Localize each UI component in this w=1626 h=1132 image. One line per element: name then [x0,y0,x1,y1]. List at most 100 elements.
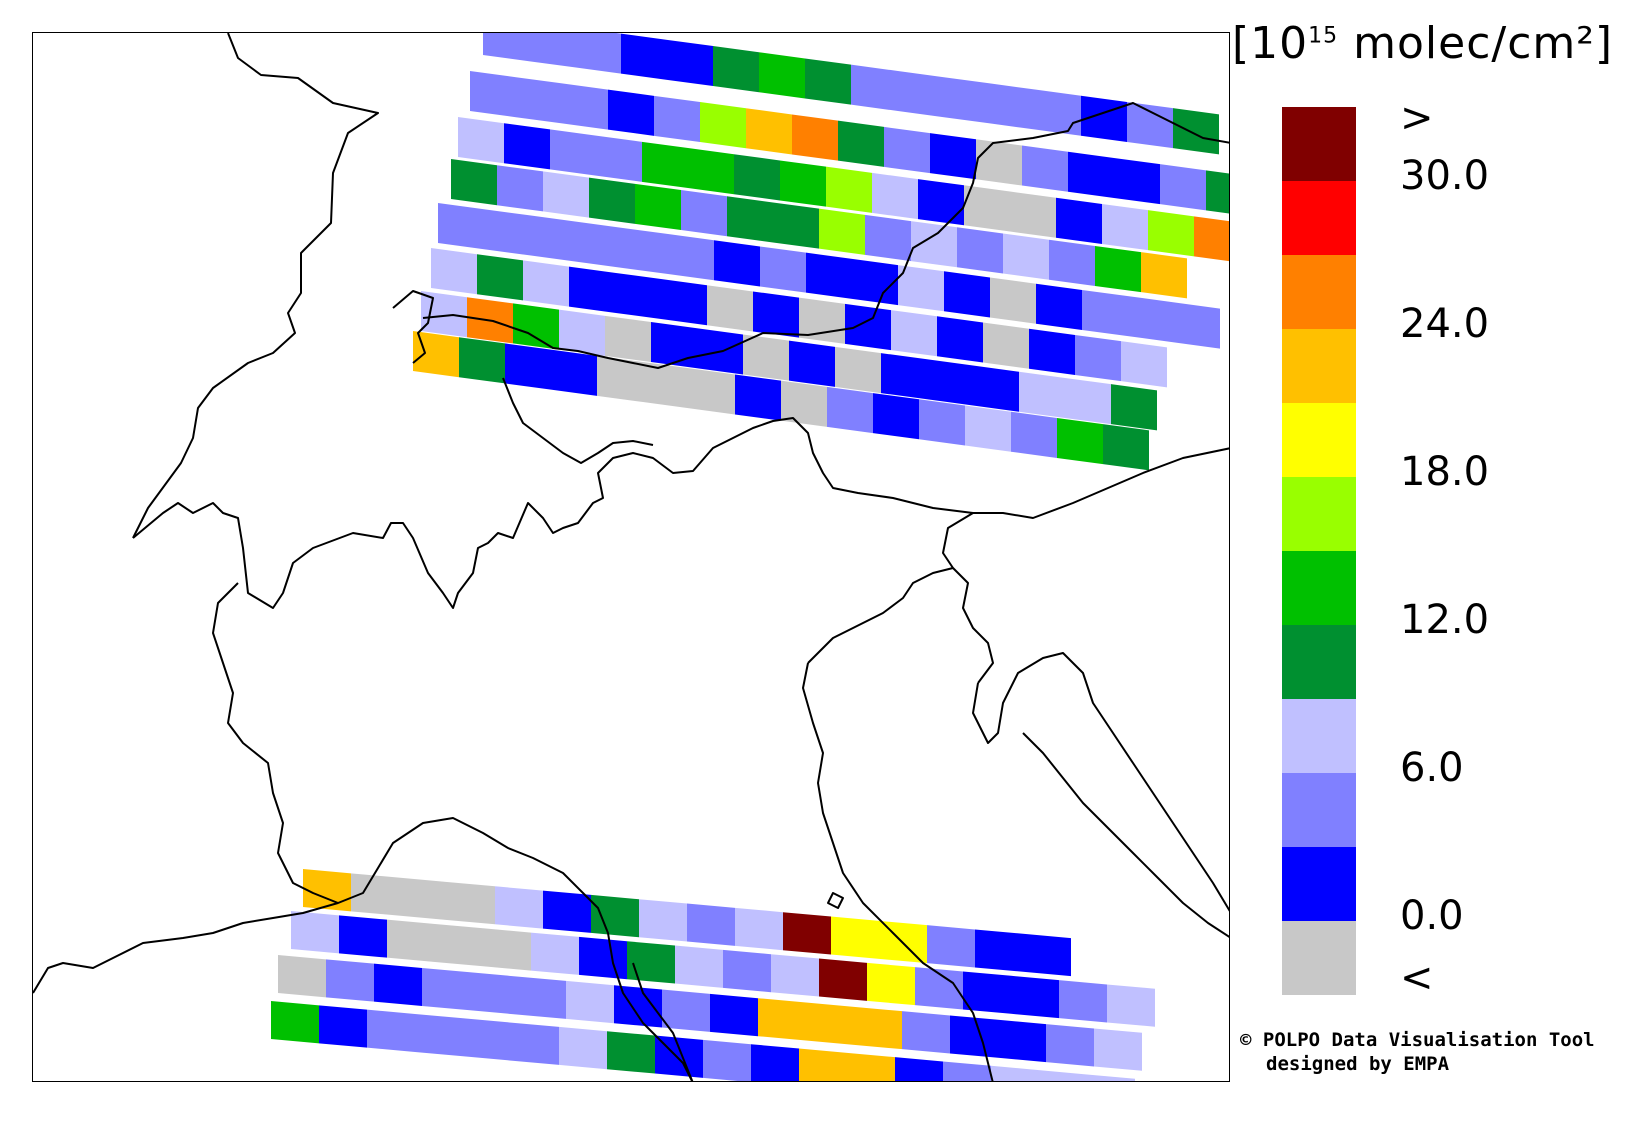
swath-pixel [1094,1028,1142,1071]
swath-pixel [723,949,771,993]
swath-pixel [589,177,635,224]
swath-pixel [1141,252,1187,299]
swath-pixel [523,260,569,307]
swath-pixel [1003,233,1049,280]
colorbar-swatch [1282,699,1356,773]
swath-pixel [911,221,957,268]
swath-pixel [1010,191,1056,238]
credit-line-1: © POLPO Data Visualisation Tool [1240,1029,1595,1051]
swath-pixel [562,83,608,130]
swath-pixel [944,271,990,318]
swath-pixel [703,1039,751,1081]
swath-pixel [1057,417,1103,465]
swath-pixel [1206,170,1229,214]
swath-pixel [654,95,700,143]
colorbar-swatch [1282,107,1356,181]
swath-pixel [727,196,773,243]
swath-pixel [1082,289,1128,337]
swath-pixel [687,903,735,946]
swath-pixel [421,291,467,338]
swath-pixel [608,89,654,136]
swath-pixel [435,923,483,967]
swath-pixel [867,962,915,1006]
swath-pixel [504,123,550,170]
swath-pixel [799,1048,847,1081]
swath-pixel [897,70,943,118]
swath-pixel [852,258,898,306]
swath-pixel [783,912,831,955]
swath-pixel [662,989,710,1032]
swath-pixel [374,963,422,1006]
swath-pixel [838,120,884,167]
colorbar-tick-label: 12.0 [1400,597,1490,643]
swath-pixel [1081,95,1127,142]
swath-pixel [543,890,591,933]
colorbar-swatch [1282,403,1356,477]
swath-pixel [1102,203,1148,251]
swath-pixel [463,1018,511,1061]
swath-pixel [415,1013,463,1057]
swath-pixel [884,126,930,174]
swath-pixel [845,303,891,351]
swath-pixel [291,911,339,954]
swath-pixel [643,362,689,409]
swath-pixel [483,928,531,971]
swath-pixel [1075,334,1121,382]
swath-pixel [1065,377,1111,425]
swath-pixel [531,932,579,975]
swath-pixel [622,227,668,275]
swath-pixel [559,1026,607,1070]
swath-pixel [898,265,944,312]
swath-pixel [1148,210,1194,257]
swath-pixel [367,1009,415,1052]
swath-pixel [477,254,523,301]
swath-pixel [615,272,661,320]
swath-pixel [1022,145,1068,192]
swath-pixel [575,33,621,74]
swath-pixel [458,117,504,164]
swath-pixel [1036,283,1082,330]
swath-pixel [1173,108,1219,155]
swath-pixel [789,340,835,387]
swath-pixel [596,135,642,182]
swath-pixel [1103,424,1149,471]
swath-pixel [1059,980,1107,1023]
swath-pixel [964,185,1010,232]
swath-pixel [734,154,780,201]
swath-pixel [973,365,1019,412]
swath-pixel [1128,296,1174,343]
swath-pixel [758,998,806,1041]
swath-pixel [819,208,865,255]
swath-pixel [566,980,614,1024]
swath-pixel [1039,1070,1087,1081]
swath-pixel [326,959,374,1002]
swath-pixel [1114,157,1160,205]
credit-line-2: designed by EMPA [1266,1053,1450,1075]
swath-pixel [700,102,746,149]
swath-pixel [1011,975,1059,1019]
swath-pixel [483,33,529,62]
swath-pixel [459,337,505,384]
swath-pixel [1023,933,1071,977]
colorbar-tick-label: 0.0 [1400,893,1464,939]
swath-pixel [919,399,965,446]
swath-pixel [470,71,516,118]
swath-pixel [1029,328,1075,375]
swath-pixel [1121,341,1167,388]
colorbar-tick-label: 6.0 [1400,745,1464,791]
swath-pixel [780,160,826,207]
swath-pixel [668,234,714,281]
swath-pixel [805,58,851,105]
swath-pixel [513,303,559,350]
swath-pixel [413,331,459,378]
swath-pixel [759,52,805,99]
colorbar-swatch [1282,921,1356,995]
swath-pixel [530,215,576,262]
swath-pixel [518,976,566,1019]
swath-pixel [614,985,662,1028]
swath-pixel [667,39,713,87]
swath-pixel [989,83,1035,130]
swath-pixel [1068,151,1114,198]
swath-pixel [746,108,792,155]
swath-pixel [351,873,399,916]
